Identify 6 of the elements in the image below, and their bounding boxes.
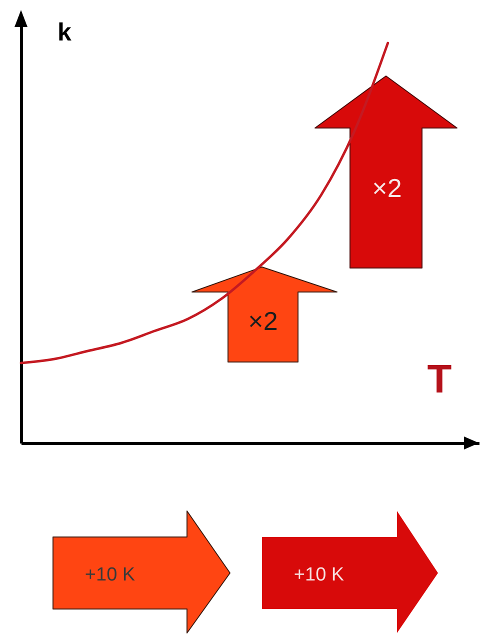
annotation: ×2 xyxy=(372,173,402,203)
y-axis-title: k xyxy=(58,18,72,46)
text: +10 K xyxy=(84,564,136,586)
x-axis-title: T xyxy=(427,358,452,402)
text: +10 K xyxy=(294,564,344,586)
annotation: ×2 xyxy=(248,306,278,336)
